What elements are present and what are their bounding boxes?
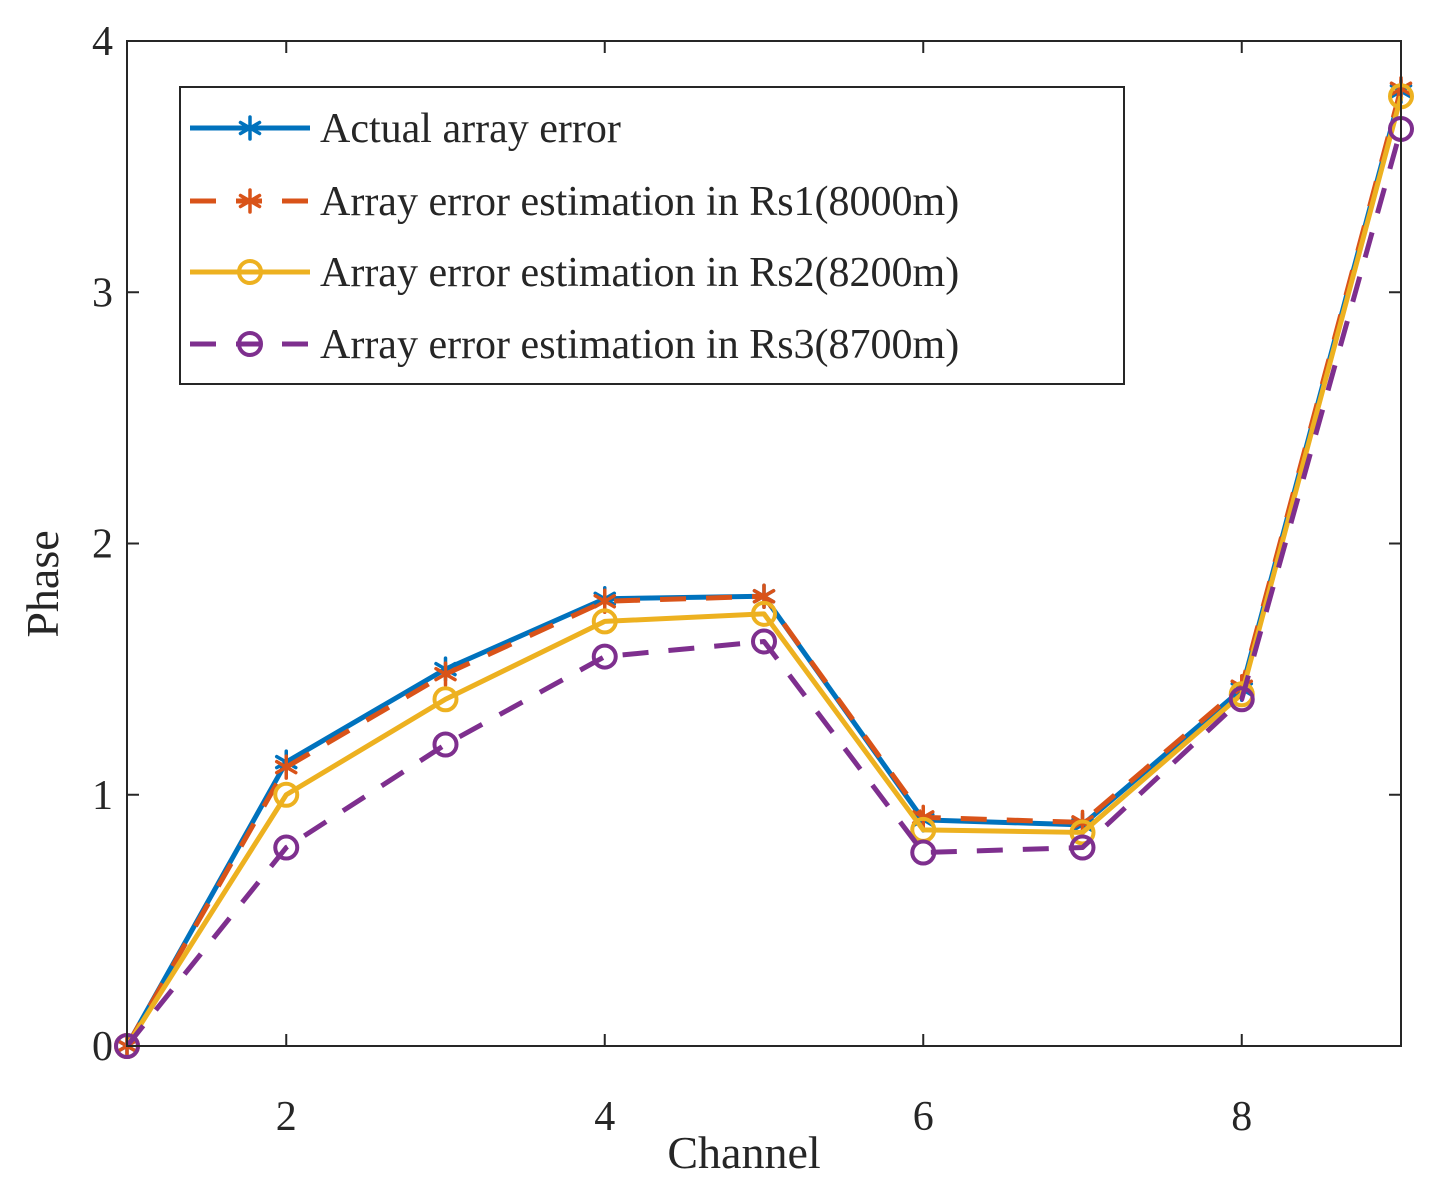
legend-label-4: Array error estimation in Rs3(8700m)	[320, 322, 959, 368]
x-tick-label-6: 6	[913, 1094, 934, 1140]
series-3-line	[124, 95, 1404, 1048]
series-4-point-8	[1228, 686, 1255, 713]
series-2-point-2	[274, 754, 298, 780]
legend: Actual array error Array error estimation…	[179, 86, 1125, 385]
x-axis-label: Channel	[667, 1127, 820, 1178]
legend-label-3: Array error estimation in Rs2(8200m)	[320, 250, 959, 296]
legend-marker-2	[238, 188, 262, 214]
series-3-point-4	[591, 608, 618, 635]
series-2-point-3	[434, 661, 457, 687]
y-tick-label-4: 4	[92, 19, 113, 65]
legend-marker-1-stroke	[238, 120, 262, 136]
series-3-point-7	[1069, 819, 1096, 846]
series-layer	[114, 75, 1414, 1059]
legend-marker-4	[237, 331, 263, 357]
series-4-point-7	[1069, 834, 1096, 861]
series-2-point-5-stroke	[752, 589, 776, 604]
y-axis-label: Phase	[17, 530, 68, 637]
legend-marker-1	[238, 115, 262, 141]
series-2-point-2-stroke	[274, 759, 298, 775]
series-4-point-4	[591, 643, 618, 670]
y-tick-label-2: 2	[92, 522, 113, 568]
y-tick-label-3: 3	[92, 270, 113, 316]
legend-marker-3	[237, 259, 263, 285]
legend-marker-2-stroke	[238, 193, 262, 209]
y-tick-label-1: 1	[92, 773, 113, 819]
series-4-point-3	[432, 731, 459, 758]
series-4-point-5	[751, 628, 777, 655]
series-4-point-2	[273, 834, 300, 861]
legend-label-2: Array error estimation in Rs1(8000m)	[320, 179, 959, 225]
x-tick-label-2: 2	[276, 1094, 297, 1140]
series-4-point-6	[910, 839, 937, 866]
series-3-point-2	[273, 781, 300, 808]
x-tick-label-8: 8	[1231, 1094, 1252, 1140]
ticks-layer: 2 4 6 8 0 1 2 3 4	[92, 19, 1401, 1140]
legend-entries: Actual array error Array error estimation…	[190, 106, 959, 368]
series-2-point-3-stroke	[434, 666, 457, 682]
series-2-point-4-stroke	[593, 594, 617, 609]
series-3-point-5	[751, 600, 777, 627]
legend-box	[179, 86, 1125, 385]
legend-label-1: Actual array error	[320, 106, 621, 152]
y-tick-label-0: 0	[92, 1024, 113, 1070]
series-4-line	[125, 128, 1404, 1048]
series-3-point-3	[432, 686, 459, 713]
x-tick-label-4: 4	[594, 1094, 615, 1140]
